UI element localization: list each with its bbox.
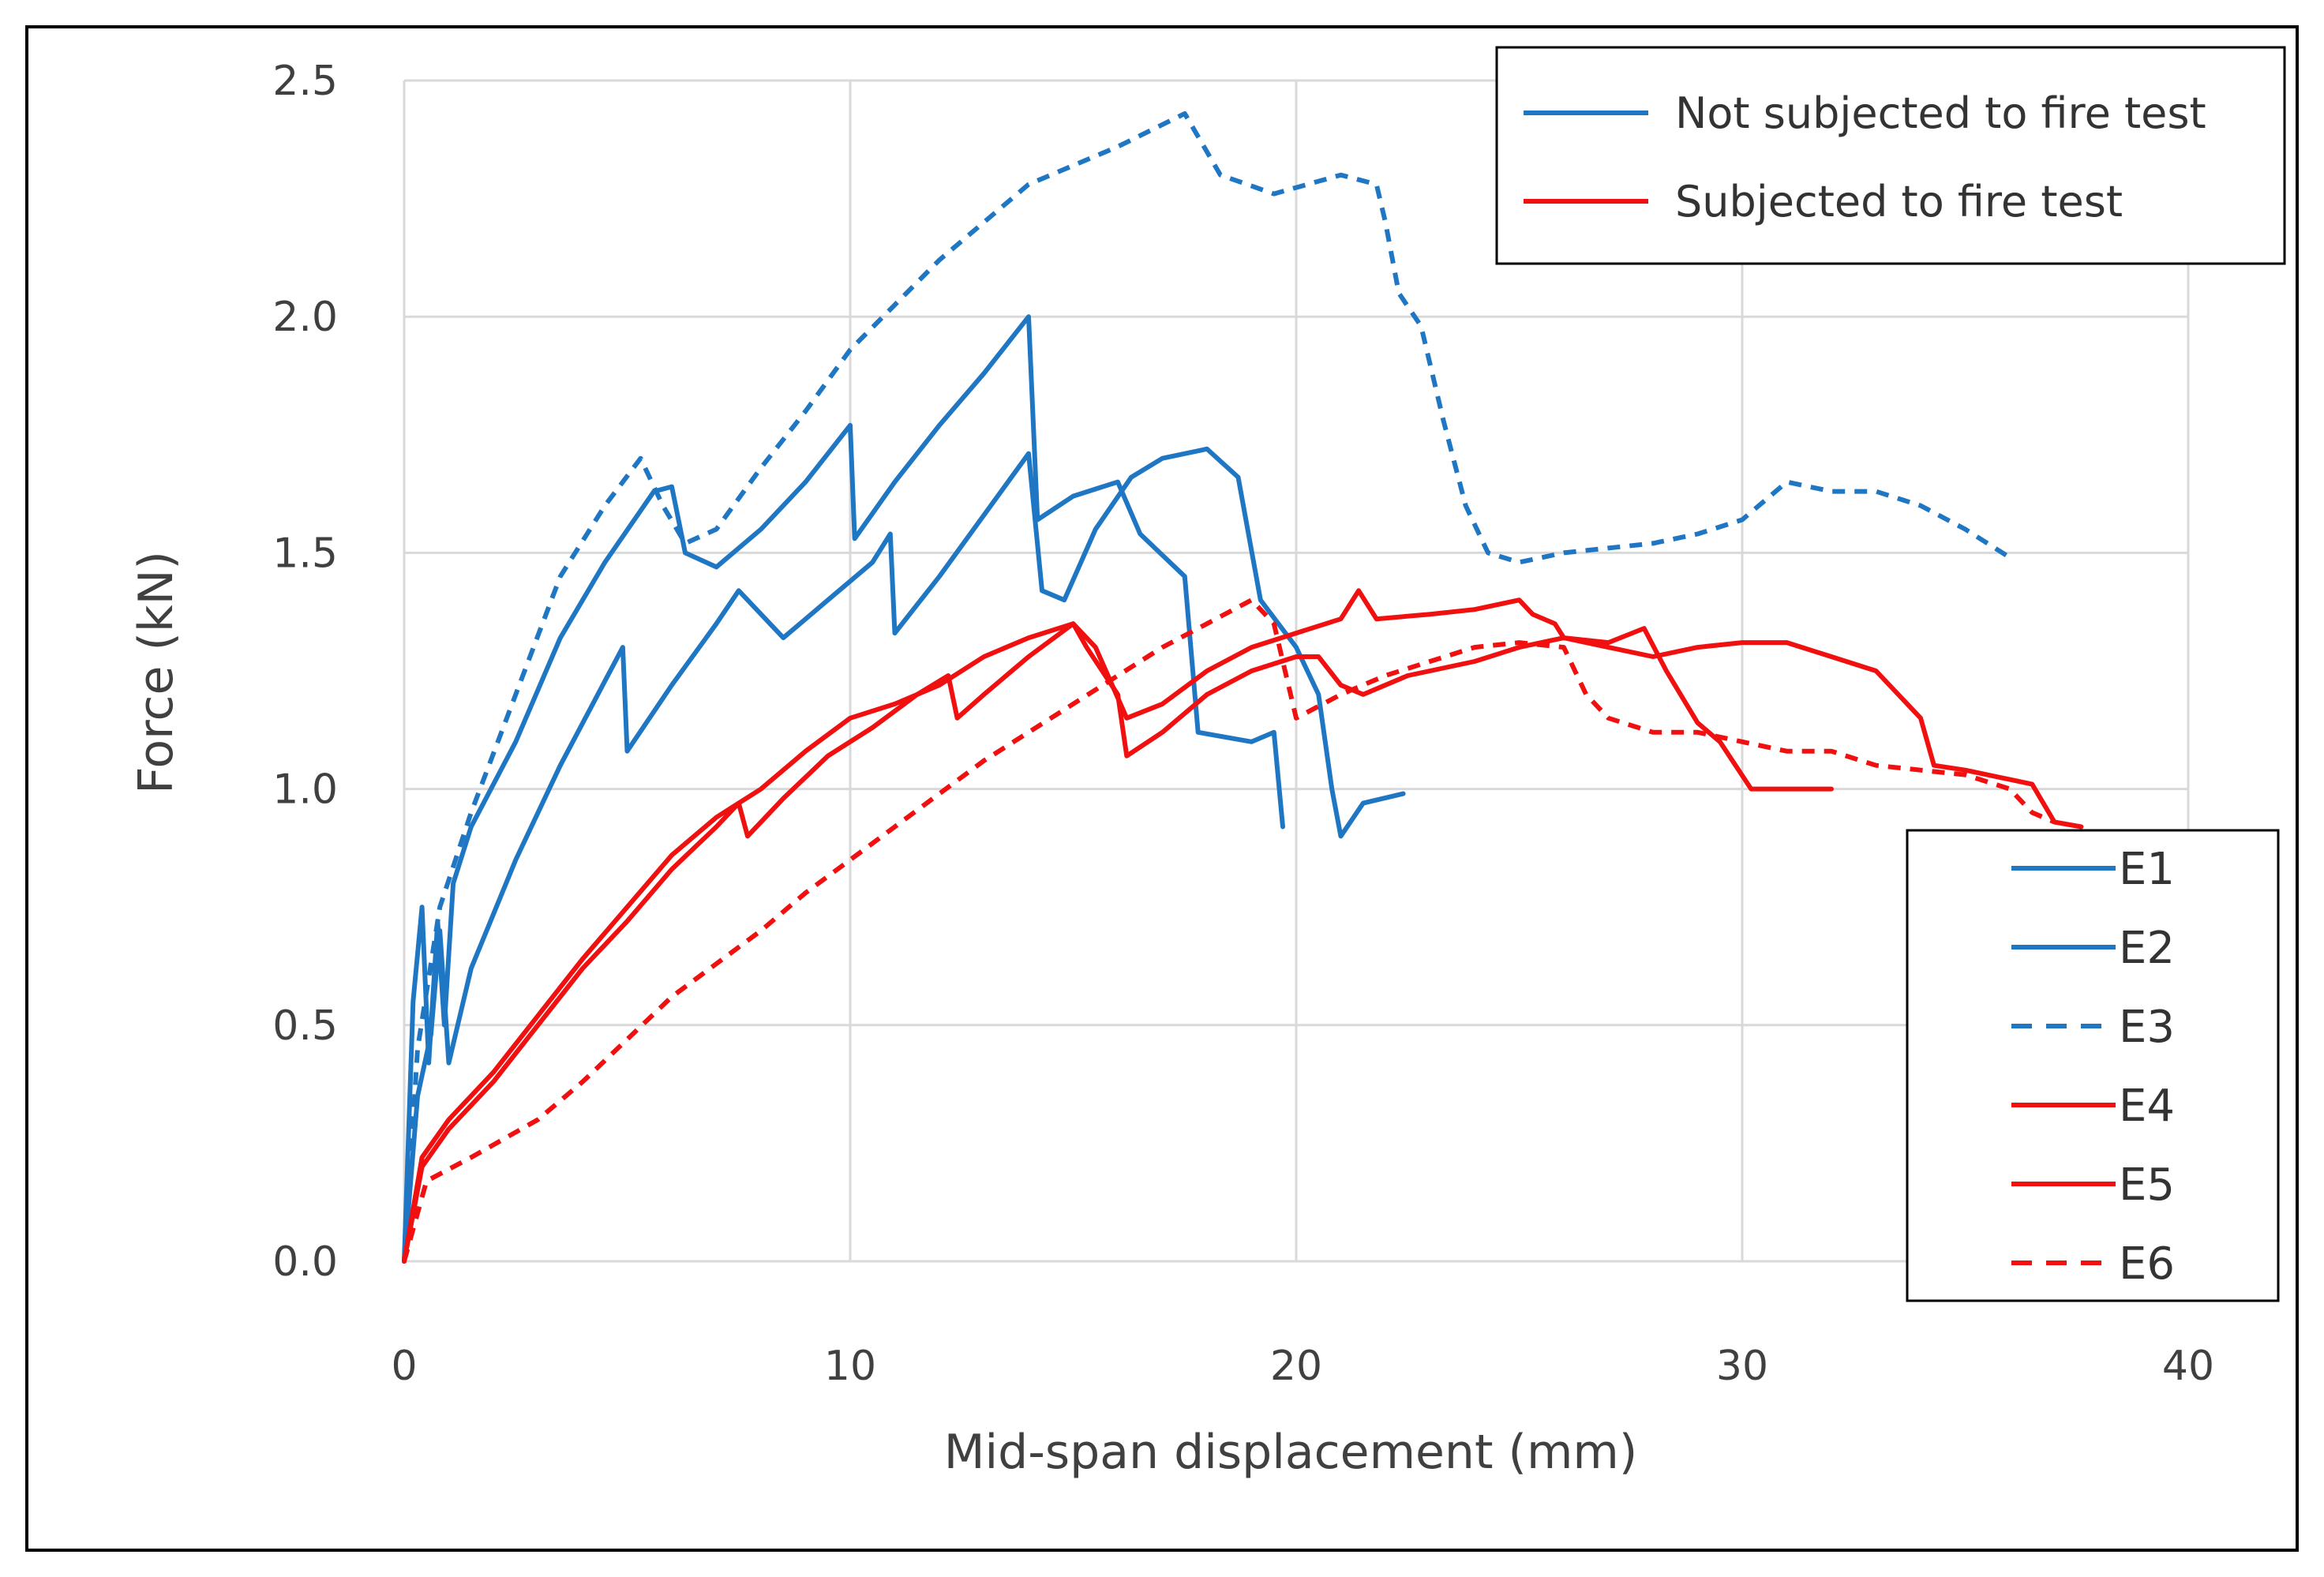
y-tick-label: 2.0 xyxy=(272,294,338,341)
x-tick-label: 20 xyxy=(1270,1343,1322,1390)
grid xyxy=(403,79,2190,1263)
group-legend: Not subjected to fire test Subjected to … xyxy=(1495,46,2286,265)
series-legend-label-e6: E6 xyxy=(2119,1238,2175,1290)
series-legend-label-e1: E1 xyxy=(2119,844,2175,895)
y-axis-title: Force (kN) xyxy=(129,551,184,794)
series-line-e6 xyxy=(402,597,2056,1262)
y-tick-label: 0.5 xyxy=(272,1002,338,1050)
y-tick-label: 0.0 xyxy=(272,1238,338,1286)
series-layer xyxy=(402,111,2084,1264)
series-legend-label-e2: E2 xyxy=(2119,923,2175,974)
y-tick-label: 2.5 xyxy=(272,58,338,105)
group-legend-box xyxy=(1495,46,2286,265)
series-legend-label-e5: E5 xyxy=(2119,1159,2175,1211)
x-tick-label: 30 xyxy=(1716,1343,1768,1390)
series-legend-box xyxy=(1906,829,2280,1302)
x-axis-title: Mid-span displacement (mm) xyxy=(944,1425,1638,1480)
series-legend: E1 E2 E3 E4 E5 E6 xyxy=(1906,829,2280,1302)
y-tick-label: 1.5 xyxy=(272,530,338,577)
x-tick-label: 40 xyxy=(2162,1343,2214,1390)
group-legend-label-not-fire: Not subjected to fire test xyxy=(1675,88,2206,138)
x-tick-label: 0 xyxy=(391,1343,417,1390)
series-legend-label-e3: E3 xyxy=(2119,1002,2175,1053)
series-line-e4 xyxy=(402,621,2084,1264)
series-line-e5 xyxy=(402,588,1834,1264)
series-line-e2 xyxy=(402,446,1406,1264)
tick-labels: 0 10 20 30 40 0.0 0.5 1.0 1.5 2.0 2.5 xyxy=(272,58,2214,1390)
x-tick-label: 10 xyxy=(824,1343,876,1390)
y-tick-label: 1.0 xyxy=(272,766,338,814)
group-legend-label-fire: Subjected to fire test xyxy=(1675,177,2123,227)
series-legend-label-e4: E4 xyxy=(2119,1081,2175,1132)
series-line-e3 xyxy=(402,111,2011,1262)
